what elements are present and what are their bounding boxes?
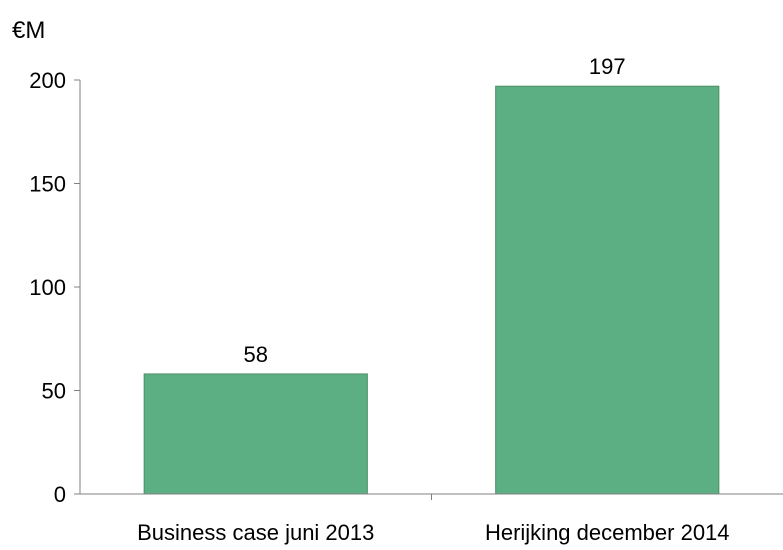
y-tick-group: 0 50 100 150 200 (29, 68, 80, 507)
y-unit-label: €M (12, 17, 45, 44)
bar-data-label: 197 (589, 54, 626, 79)
y-tick-label: 200 (29, 68, 66, 93)
x-category-label: Herijking december 2014 (485, 520, 730, 545)
bar-group (143, 85, 720, 495)
y-tick-label: 150 (29, 172, 66, 197)
data-label-group: 58 197 (244, 54, 626, 367)
x-category-group: Business case juni 2013 Herijking decembe… (137, 494, 730, 545)
bar (495, 85, 720, 495)
bar (143, 373, 368, 495)
bar-data-label: 58 (244, 342, 268, 367)
x-category-label: Business case juni 2013 (137, 520, 374, 545)
y-tick-label: 0 (54, 482, 66, 507)
y-tick-label: 100 (29, 275, 66, 300)
y-tick-label: 50 (42, 379, 66, 404)
